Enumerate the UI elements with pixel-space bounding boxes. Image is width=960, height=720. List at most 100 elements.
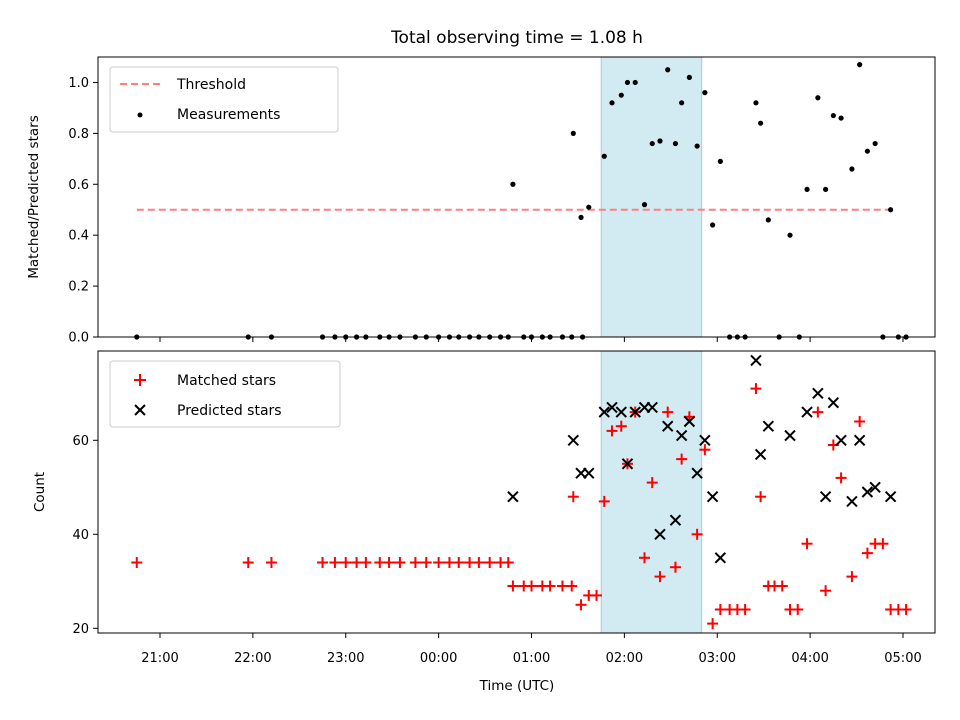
predicted-star-marker	[662, 420, 674, 432]
measurement-point	[849, 166, 855, 172]
matched-star-marker	[646, 477, 658, 489]
matched-star-marker	[654, 571, 666, 583]
bottom-xtick-label: 02:00	[606, 651, 643, 666]
matched-star-marker	[606, 425, 618, 437]
bottom-xtick-label: 00:00	[420, 651, 457, 666]
predicted-star-marker	[683, 415, 696, 428]
predicted-star-marker	[615, 406, 627, 418]
predicted-star-marker	[669, 514, 682, 526]
matched-star-marker	[900, 604, 912, 615]
matched-star-marker	[739, 604, 751, 615]
measurement-point	[601, 153, 607, 159]
observing-window-shade-top	[600, 56, 703, 338]
matched-star-marker	[801, 538, 813, 550]
matched-star-marker	[575, 599, 587, 611]
matched-star-marker	[394, 557, 406, 568]
bottom-legend-box	[109, 360, 341, 428]
measurement-point	[815, 95, 821, 101]
matched-star-marker	[526, 580, 537, 592]
legend-matched-swatch	[134, 374, 146, 386]
top-ytick-label: 0.0	[68, 331, 89, 346]
xlabel: Time (UTC)	[479, 678, 555, 694]
matched-star-marker	[464, 557, 476, 568]
matched-star-marker	[433, 557, 445, 568]
measurement-point	[864, 148, 870, 154]
measurement-point	[618, 92, 624, 98]
predicted-star-marker	[801, 406, 813, 418]
bottom-x-ticks: 21:00 22:00 23:00 00:00 01:00 02:00 03:00 04:00…	[141, 633, 922, 666]
predicted-star-marker	[853, 434, 866, 447]
measurement-point	[694, 143, 700, 149]
matched-star-marker	[707, 618, 719, 630]
bottom-xtick-label: 23:00	[327, 651, 364, 666]
measurement-point	[578, 214, 584, 220]
predicted-star-marker	[762, 420, 775, 432]
matched-star-marker	[420, 557, 432, 568]
predicted-star-marker	[819, 490, 832, 503]
matched-star-marker	[714, 604, 726, 615]
predicted-star-marker	[884, 490, 897, 503]
matched-star-marker	[835, 472, 847, 484]
matched-star-marker	[638, 552, 650, 564]
matched-star-marker	[329, 557, 341, 568]
measurement-point	[665, 67, 671, 73]
chart-title: Total observing time = 1.08 h	[390, 28, 643, 48]
top-ytick-label: 0.8	[68, 127, 89, 142]
measurement-point	[649, 140, 655, 147]
predicted-star-marker	[869, 481, 881, 494]
top-panel: 0.0 0.2 0.4 0.6 0.8 1.0 Matched/Predicted sta…	[26, 56, 936, 346]
predicted-star-marker	[598, 406, 610, 418]
measurement-point	[632, 79, 638, 86]
matched-star-marker	[383, 557, 395, 568]
bottom-panel: 20 40 60 21:00 22:00 23:00 00:00 01:00 02:00 03:…	[32, 350, 936, 694]
matched-star-marker	[691, 528, 703, 540]
matched-star-marker	[473, 557, 485, 568]
measurement-point	[657, 138, 663, 144]
predicted-star-marker	[646, 401, 658, 414]
bottom-xtick-label: 03:00	[699, 651, 736, 666]
matched-star-marker	[544, 580, 556, 592]
matched-star-marker	[615, 420, 627, 432]
measurement-point	[686, 74, 692, 80]
matched-star-marker	[662, 406, 674, 418]
matched-star-marker	[453, 557, 465, 568]
top-legend-box	[109, 66, 339, 133]
bottom-ytick-label: 20	[72, 622, 89, 637]
measurement-point	[838, 115, 844, 121]
matched-star-marker	[877, 538, 889, 550]
bottom-legend: Matched stars Predicted stars	[109, 360, 341, 428]
predicted-star-marker	[827, 396, 840, 409]
predicted-star-marker	[699, 434, 711, 447]
legend-matched-label: Matched stars	[177, 373, 276, 389]
matched-star-marker	[669, 561, 681, 573]
predicted-star-marker	[567, 434, 580, 447]
bottom-xtick-label: 04:00	[791, 651, 828, 666]
measurement-point	[765, 217, 771, 223]
matched-star-marker	[776, 580, 788, 592]
matched-star-marker	[443, 557, 455, 568]
measurement-point	[823, 186, 829, 192]
top-axes-frame	[97, 56, 936, 338]
predicted-stars-points	[507, 354, 897, 564]
bottom-xtick-label: 05:00	[884, 651, 921, 666]
measurement-point	[609, 100, 615, 106]
predicted-star-marker	[507, 490, 519, 503]
measurement-point	[570, 130, 576, 136]
measurement-point	[830, 112, 836, 119]
matched-star-marker	[812, 406, 824, 418]
measurement-point	[757, 120, 764, 126]
matched-star-marker	[360, 557, 372, 568]
predicted-star-marker	[861, 486, 874, 498]
matched-star-marker	[502, 557, 514, 568]
predicted-star-marker	[606, 401, 618, 414]
predicted-star-marker	[812, 387, 824, 400]
bottom-y-ticks: 20 40 60	[72, 434, 98, 637]
top-ylabel: Matched/Predicted stars	[26, 115, 42, 278]
measurement-point	[641, 202, 648, 208]
measurement-point	[888, 207, 894, 213]
matched-star-marker	[567, 491, 579, 503]
matched-star-marker	[846, 571, 858, 583]
legend-threshold-label: Threshold	[176, 77, 246, 93]
predicted-star-marker	[621, 458, 634, 470]
bottom-xtick-label: 22:00	[234, 651, 271, 666]
